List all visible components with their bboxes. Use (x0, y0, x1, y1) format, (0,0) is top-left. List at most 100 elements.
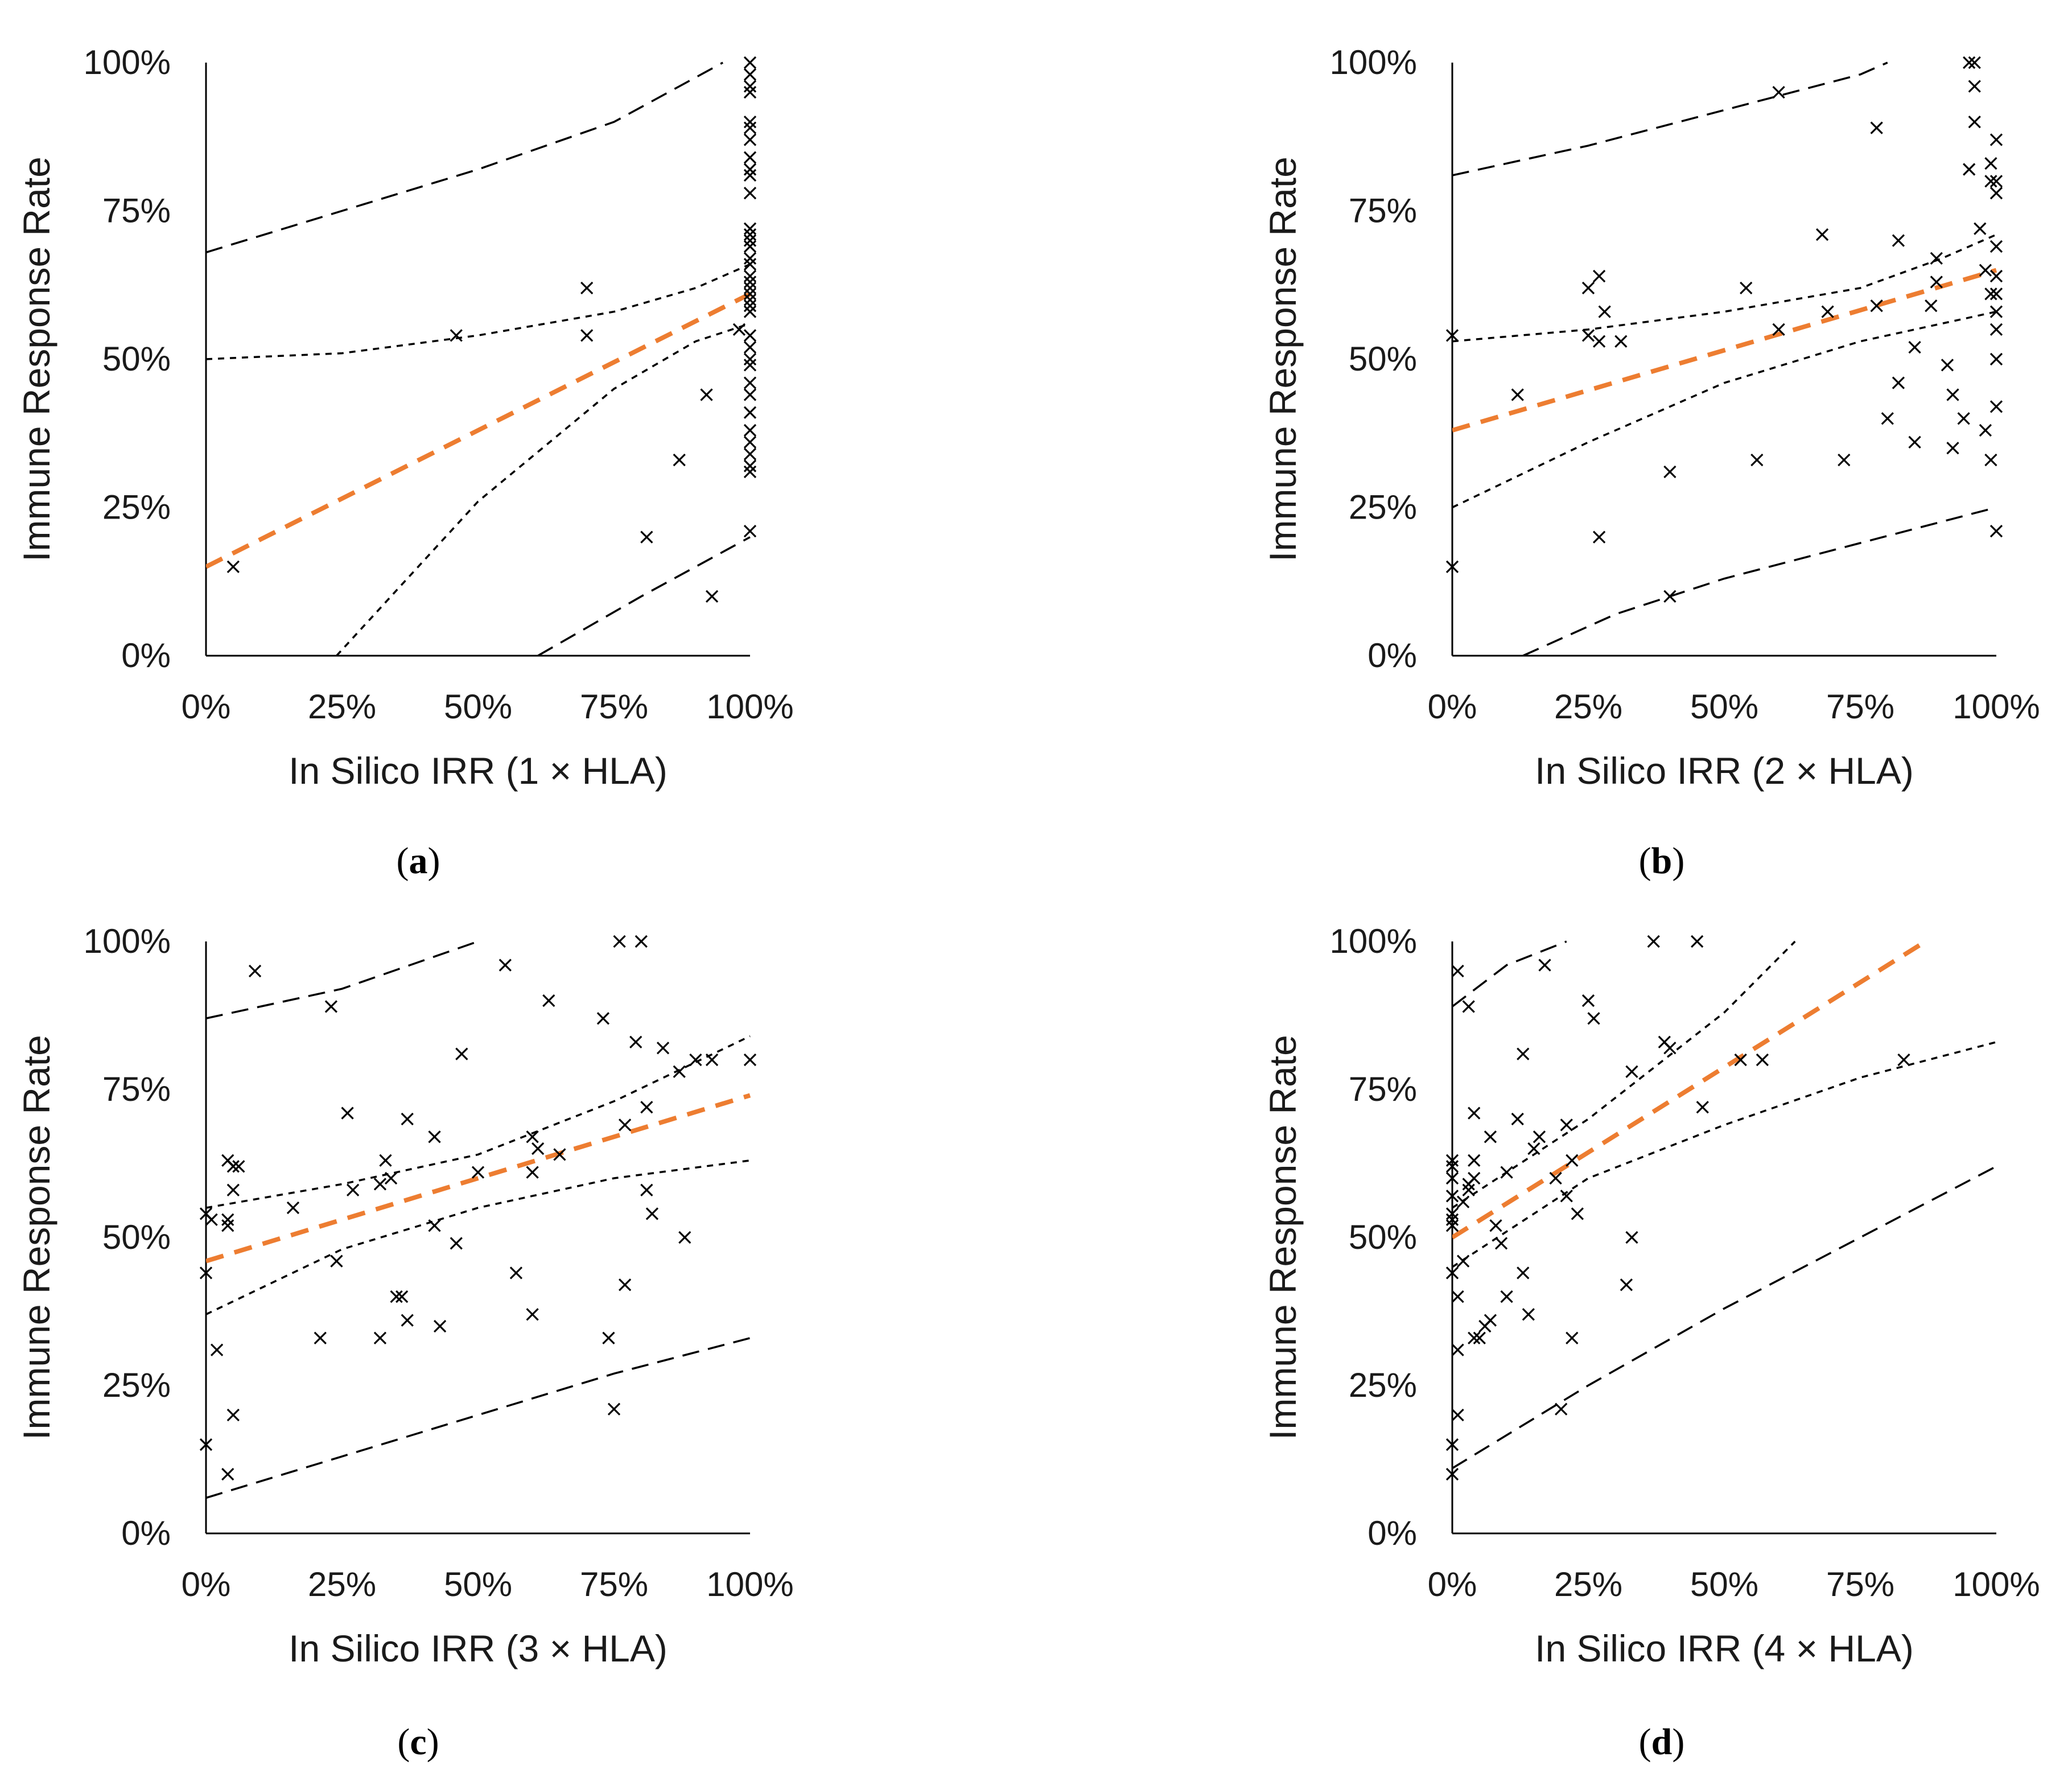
data-point (226, 1183, 240, 1196)
data-point (1533, 1130, 1546, 1144)
data-point (542, 994, 555, 1007)
data-point (1587, 1012, 1600, 1025)
data-point (1625, 1231, 1638, 1244)
y-tick-label: 100% (84, 43, 171, 81)
data-point (607, 1402, 621, 1416)
data-point (602, 1331, 615, 1344)
data-point (1614, 335, 1628, 348)
data-point (1445, 1207, 1459, 1220)
data-point (743, 68, 757, 81)
y-tick-label: 50% (1349, 1218, 1417, 1256)
data-point (1897, 1053, 1910, 1067)
y-tick-label: 100% (1330, 43, 1417, 81)
data-point (1445, 1213, 1459, 1226)
data-point (1456, 1195, 1470, 1208)
data-point (743, 376, 757, 389)
data-point (743, 435, 757, 449)
data-point (1989, 400, 2003, 413)
data-point (743, 168, 757, 182)
confidence-band-lower (206, 1159, 751, 1315)
data-point (743, 423, 757, 437)
panel-label-c: (c) (397, 1721, 439, 1763)
data-point (1500, 1166, 1513, 1179)
data-point (1968, 116, 1981, 129)
data-point (1963, 56, 1976, 69)
data-point (1549, 1171, 1562, 1185)
data-point (221, 1467, 234, 1481)
data-point (314, 1331, 327, 1344)
data-point (1881, 412, 1894, 425)
data-point (743, 85, 757, 99)
data-point (743, 299, 757, 312)
data-point (743, 269, 757, 283)
data-point (743, 287, 757, 301)
data-point (396, 1290, 409, 1303)
data-point (1468, 1331, 1481, 1344)
data-point (743, 329, 757, 342)
data-point (1989, 187, 2003, 200)
data-point (743, 465, 757, 479)
data-point (689, 1053, 702, 1067)
x-tick-label: 100% (706, 1565, 793, 1603)
data-point (1517, 1266, 1530, 1280)
chart-panel-b: 0% 25% 50% 75% 100% 0% 25% 50% 75% 100% In Silico … (1262, 43, 2040, 792)
data-point (640, 1101, 653, 1114)
data-point (1581, 329, 1595, 342)
data-point (1517, 1047, 1530, 1060)
data-point (553, 1148, 566, 1161)
data-point (1989, 305, 2003, 318)
y-tick-label: 100% (84, 922, 171, 960)
data-point (673, 1065, 686, 1078)
data-point (596, 1012, 610, 1025)
chart-panel-a: 0% 25% 50% 75% 100% 0% 25% 50% 75% 100% In Silico … (15, 43, 794, 792)
prediction-interval-lower (1522, 506, 1997, 656)
data-point (450, 1237, 463, 1250)
data-point (373, 1331, 387, 1344)
data-point (1451, 1408, 1464, 1422)
data-point (1527, 1142, 1540, 1155)
data-point (1451, 964, 1464, 978)
data-point (1445, 1266, 1459, 1280)
panel-letter-d: d (1651, 1721, 1673, 1763)
data-point (1592, 530, 1606, 544)
x-tick-label: 25% (1554, 688, 1622, 726)
data-point (526, 1166, 539, 1179)
data-point (1456, 1254, 1470, 1268)
data-point (1734, 1053, 1747, 1067)
data-point (635, 935, 648, 948)
data-point (286, 1201, 300, 1215)
data-point (743, 252, 757, 265)
data-point (390, 1290, 403, 1303)
x-tick-label: 50% (444, 1565, 512, 1603)
data-point (1445, 560, 1459, 573)
data-point (743, 163, 757, 176)
data-point (1968, 56, 1981, 69)
panel-letter-c: c (410, 1721, 427, 1763)
data-point (743, 359, 757, 372)
y-tick-label: 100% (1330, 922, 1417, 960)
data-point (1462, 1000, 1475, 1013)
data-point (379, 1154, 392, 1167)
data-point (743, 447, 757, 460)
data-point (1663, 1042, 1676, 1055)
data-point (1821, 305, 1834, 318)
y-tick-label: 50% (102, 340, 171, 378)
data-point (1968, 80, 1981, 93)
data-point (248, 964, 262, 978)
data-point (1445, 1190, 1459, 1203)
data-point (1555, 1402, 1568, 1416)
data-point (743, 352, 757, 366)
data-point (743, 281, 757, 295)
data-point (226, 560, 240, 573)
y-tick-label: 75% (102, 192, 171, 230)
panel-label-d: (d) (1638, 1721, 1685, 1763)
data-point (1941, 359, 1954, 372)
x-tick-label: 50% (1690, 1565, 1758, 1603)
y-axis-title: Immune Response Rate (15, 157, 57, 562)
data-point (1473, 1331, 1486, 1344)
y-tick-label: 0% (121, 636, 171, 674)
data-point (1870, 299, 1883, 312)
x-tick-label: 25% (308, 1565, 376, 1603)
data-point (1925, 299, 1938, 312)
